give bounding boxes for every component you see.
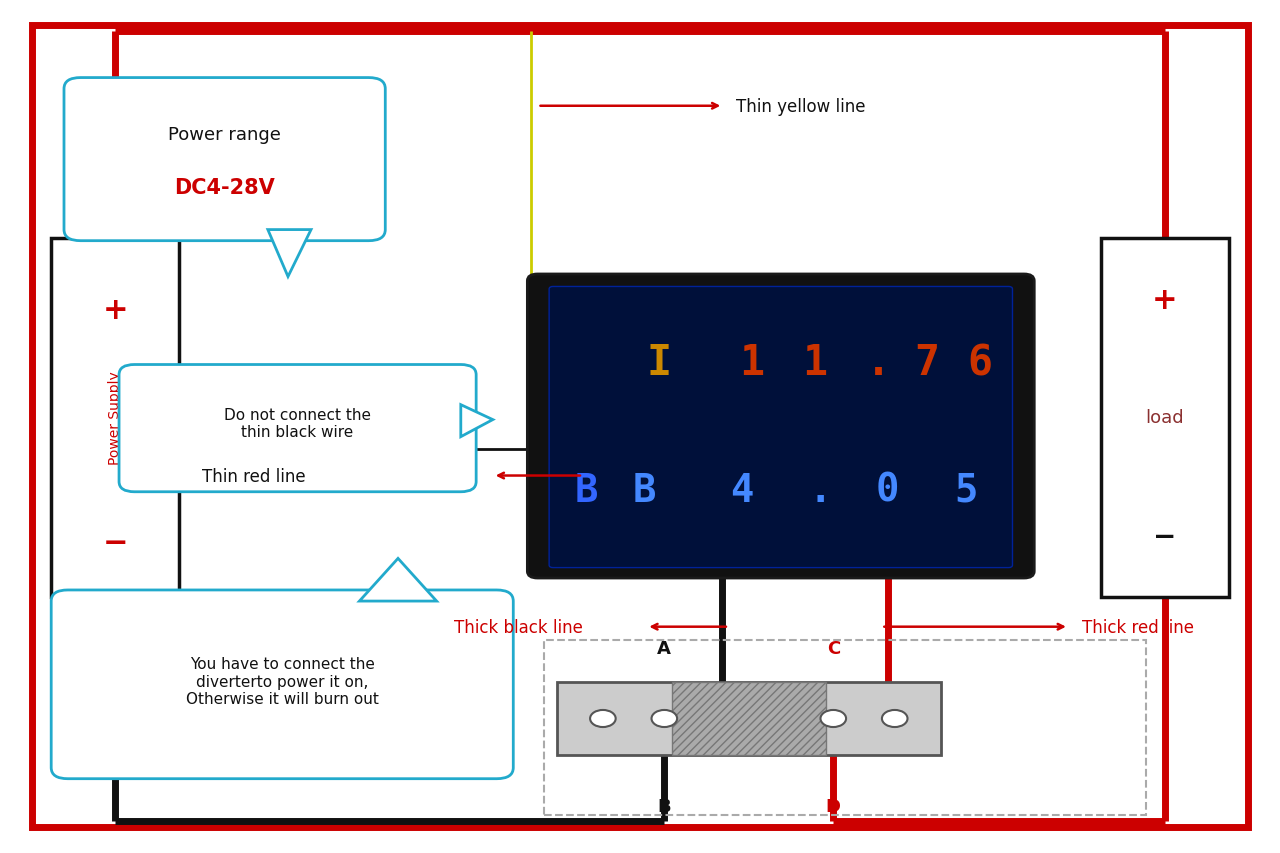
Text: −: − xyxy=(102,529,128,558)
FancyBboxPatch shape xyxy=(672,682,826,755)
Text: B: B xyxy=(632,472,657,509)
Text: Power range: Power range xyxy=(168,125,282,143)
Text: .: . xyxy=(808,472,832,509)
Circle shape xyxy=(820,710,846,727)
Text: 4: 4 xyxy=(730,472,754,509)
Text: −: − xyxy=(1153,522,1176,550)
Text: C: C xyxy=(827,639,840,657)
Text: B: B xyxy=(575,472,598,509)
Text: load: load xyxy=(1146,409,1184,427)
FancyBboxPatch shape xyxy=(51,590,513,779)
Text: 5: 5 xyxy=(954,472,978,509)
Bar xyxy=(544,640,1146,815)
Text: I: I xyxy=(646,342,672,384)
Text: .: . xyxy=(865,342,891,384)
Text: Thin red line: Thin red line xyxy=(202,467,306,485)
Circle shape xyxy=(590,710,616,727)
Text: Power Supply: Power Supply xyxy=(109,371,122,465)
Text: 1: 1 xyxy=(803,342,827,384)
Text: Thick red line: Thick red line xyxy=(1082,618,1193,636)
Text: 7: 7 xyxy=(914,342,940,384)
Text: You have to connect the
diverterto power it on,
Otherwise it will burn out: You have to connect the diverterto power… xyxy=(186,656,379,706)
Polygon shape xyxy=(461,405,493,437)
FancyBboxPatch shape xyxy=(91,220,140,239)
Text: Do not connect the
thin black wire: Do not connect the thin black wire xyxy=(224,407,371,439)
FancyBboxPatch shape xyxy=(1101,239,1229,597)
Polygon shape xyxy=(360,559,436,601)
Circle shape xyxy=(652,710,677,727)
Text: DC4-28V: DC4-28V xyxy=(174,178,275,198)
Text: D: D xyxy=(826,798,841,815)
Text: +: + xyxy=(1152,285,1178,314)
Text: 6: 6 xyxy=(968,342,993,384)
Text: +: + xyxy=(102,296,128,325)
Text: 1: 1 xyxy=(739,342,764,384)
FancyBboxPatch shape xyxy=(557,682,941,755)
Text: 0: 0 xyxy=(876,472,900,509)
Circle shape xyxy=(882,710,908,727)
Text: B: B xyxy=(658,798,671,815)
Text: Thin yellow line: Thin yellow line xyxy=(736,97,865,116)
FancyBboxPatch shape xyxy=(51,239,179,597)
FancyBboxPatch shape xyxy=(549,287,1012,568)
Polygon shape xyxy=(268,230,311,277)
Text: Thick black line: Thick black line xyxy=(454,618,584,636)
FancyBboxPatch shape xyxy=(119,365,476,492)
FancyBboxPatch shape xyxy=(527,275,1034,578)
Text: A: A xyxy=(658,639,671,657)
FancyBboxPatch shape xyxy=(64,78,385,241)
